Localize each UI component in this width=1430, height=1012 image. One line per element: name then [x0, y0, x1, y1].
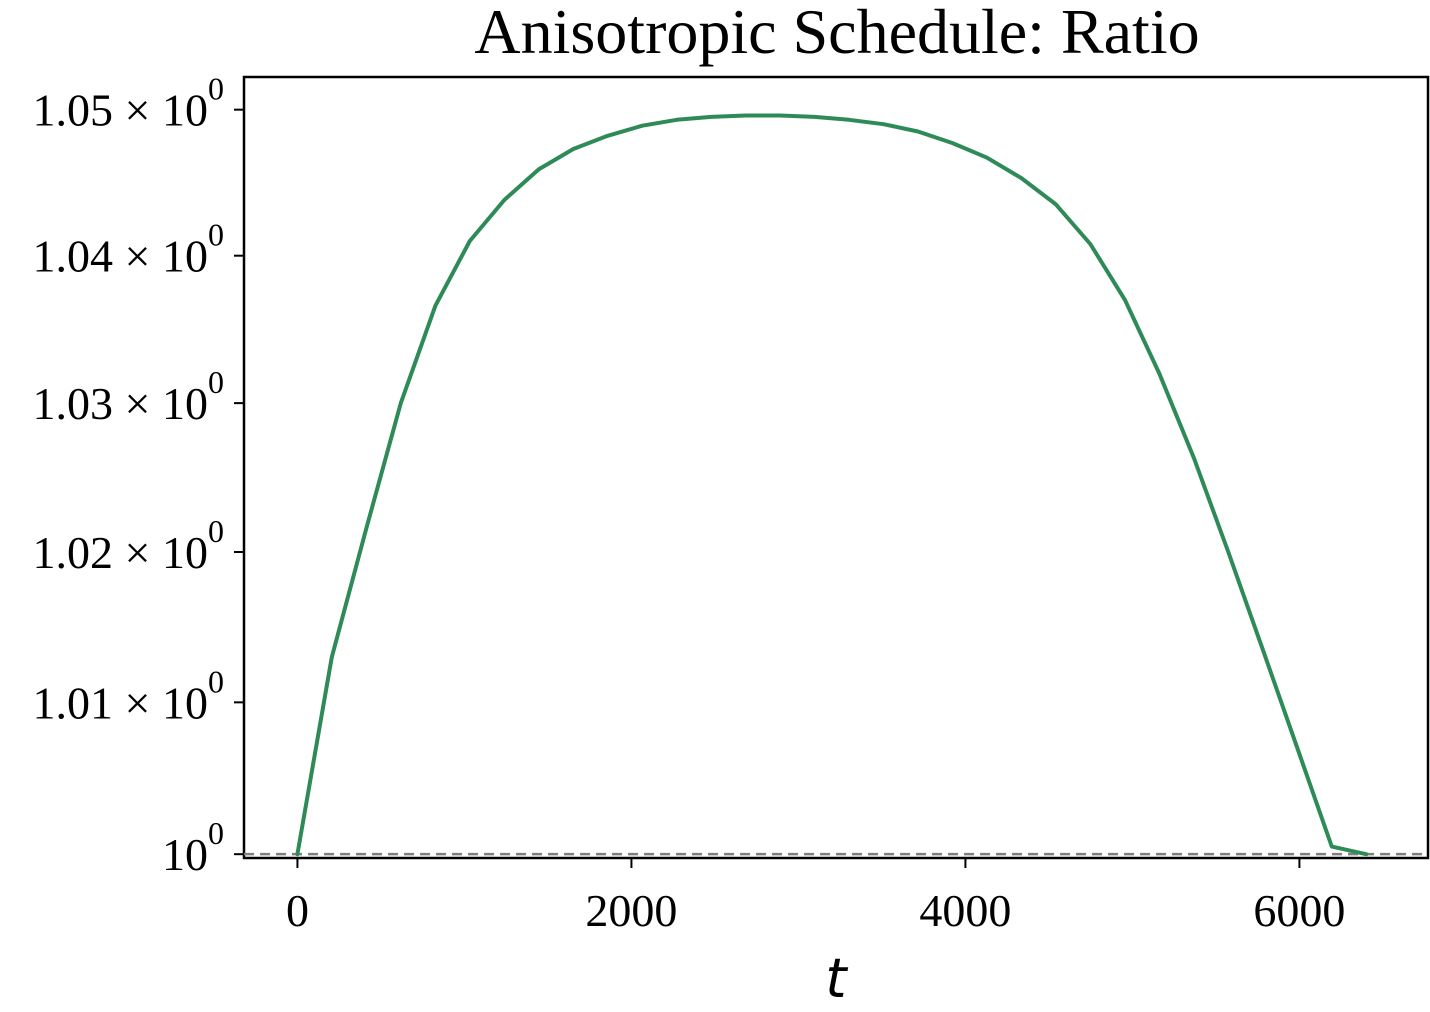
chart-title: Anisotropic Schedule: Ratio	[474, 0, 1199, 67]
plot-frame	[242, 75, 1430, 860]
y-tick-label: 1.01 × 100	[33, 663, 224, 728]
y-tick-label: 1.03 × 100	[33, 364, 224, 429]
plot-area	[242, 75, 1430, 860]
y-tick-label: 1.05 × 100	[33, 71, 224, 136]
series-line	[295, 113, 1369, 857]
y-tick-label: 1.02 × 100	[33, 513, 224, 578]
y-tick-label: 100	[162, 815, 224, 880]
x-axis: 0 2000 4000 6000	[286, 858, 1345, 936]
x-tick-label: 0	[286, 885, 309, 936]
series-layer	[295, 113, 1369, 857]
y-axis: 100 1.01 × 100 1.02 × 100 1.03 × 100 1.04 × …	[33, 71, 244, 880]
x-tick-label: 4000	[919, 885, 1011, 936]
x-axis-label: t	[825, 947, 848, 1010]
y-tick-label: 1.04 × 100	[33, 217, 224, 282]
x-tick-label: 2000	[585, 885, 677, 936]
x-tick-label: 6000	[1253, 885, 1345, 936]
